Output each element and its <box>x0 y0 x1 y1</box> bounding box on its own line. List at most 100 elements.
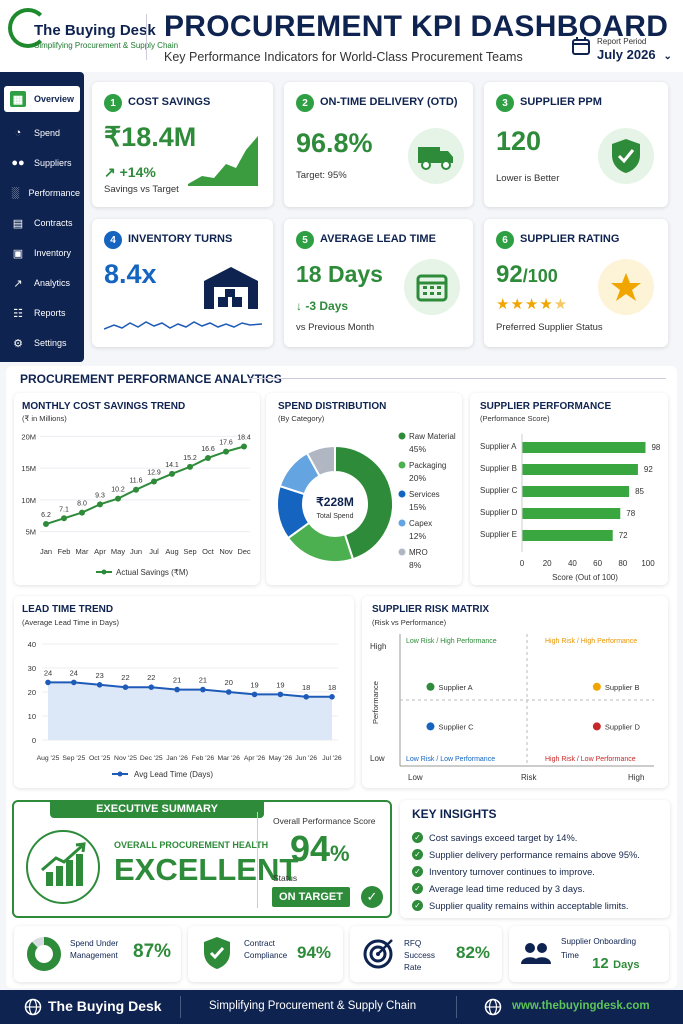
kpi-card-lead-time[interactable]: 5 AVERAGE LEAD TIME 18 Days ↓ -3 Days vs… <box>284 219 473 347</box>
kpi-card-supplier-ppm[interactable]: 3 SUPPLIER PPM 120 Lower is Better <box>484 82 668 207</box>
status-badge: ON TARGET <box>272 887 350 907</box>
mini-kpi-contract[interactable]: Contract Compliance 94% <box>188 926 343 982</box>
legend-value: 20% <box>409 473 426 483</box>
series-line <box>45 445 245 525</box>
arrow-up-icon: ↗ <box>104 164 116 180</box>
page-subtitle: Key Performance Indicators for World-Cla… <box>164 50 523 64</box>
mini-kpi-value: 94% <box>297 943 332 962</box>
x-tick-label: Jan '26 <box>166 755 188 762</box>
globe-icon <box>24 998 42 1016</box>
trend-area-icon <box>188 136 258 186</box>
header-divider <box>146 14 147 60</box>
users-icon <box>521 943 551 964</box>
chevron-down-icon: ⌄ <box>663 51 672 62</box>
data-label: 8.0 <box>77 501 87 508</box>
footer-divider <box>180 996 181 1018</box>
kpi-change-value: +14% <box>119 164 156 180</box>
sidebar-item-label: Inventory <box>34 248 72 258</box>
data-label: 22 <box>147 673 155 682</box>
bar <box>522 508 621 519</box>
legend-label: Capex <box>409 519 432 528</box>
kpi-card-inventory-turns[interactable]: 4 INVENTORY TURNS 8.4x <box>92 219 273 347</box>
document-icon: ▤ <box>12 217 24 230</box>
y-tick-label: 15M <box>21 464 36 473</box>
data-label: 9.3 <box>95 492 105 499</box>
sidebar-item-label: Overview <box>34 94 75 104</box>
x-tick-label: Nov <box>219 547 233 556</box>
data-point <box>151 478 157 485</box>
sidebar-item-label: Settings <box>34 338 67 348</box>
gear-icon: ⚙ <box>13 337 23 350</box>
bar-chart-icon: ░ <box>11 187 20 199</box>
data-point <box>45 679 51 686</box>
data-label: 24 <box>70 668 78 677</box>
arrow-down-icon: ↓ <box>296 299 302 313</box>
mini-kpi-spend-mgmt[interactable]: Spend Under Management 87% <box>14 926 181 982</box>
kpi-card-supplier-rating[interactable]: 6 SUPPLIER RATING 92/100 ★★★★★ Preferred… <box>484 219 668 347</box>
sidebar-item-label: Performance <box>28 188 80 198</box>
sidebar-item-reports[interactable]: ☷ Reports <box>4 300 80 326</box>
bar <box>522 464 638 475</box>
sidebar-item-label: Analytics <box>34 278 71 288</box>
list-item: ✓ Supplier quality remains within accepta… <box>412 897 662 914</box>
check-icon: ✓ <box>412 849 423 860</box>
kpi-value: 18 Days <box>296 261 383 287</box>
score-suffix: % <box>330 841 350 866</box>
chart-subtitle: (By Category) <box>278 414 325 423</box>
kpi-title: COST SAVINGS <box>128 96 211 108</box>
data-label: 18 <box>302 683 310 692</box>
data-label: 18 <box>328 683 336 692</box>
legend-marker <box>398 490 406 498</box>
sidebar-item-analytics[interactable]: ↗ Analytics <box>4 270 80 296</box>
check-icon: ✓ <box>412 883 423 894</box>
summary-divider <box>257 812 258 908</box>
legend-label: Actual Savings (₹M) <box>116 568 189 577</box>
x-tick-label: Feb '26 <box>192 755 215 762</box>
score-number: 94 <box>290 828 331 869</box>
kpi-title: ON-TIME DELIVERY (OTD) <box>320 96 458 108</box>
risk-point <box>592 722 601 731</box>
bar <box>522 486 630 497</box>
legend-marker <box>101 569 107 575</box>
data-label: 19 <box>276 680 284 689</box>
mini-kpi-rfq[interactable]: RFQ Success Rate 82% <box>350 926 502 982</box>
kpi-title: SUPPLIER RATING <box>520 233 620 245</box>
footer-url[interactable]: www.thebuyingdesk.com <box>512 1000 650 1012</box>
chart-title: LEAD TIME TREND <box>22 604 114 615</box>
sidebar-item-contracts[interactable]: ▤ Contracts <box>4 210 80 236</box>
pie-slice <box>334 444 394 561</box>
sidebar-item-overview[interactable]: ▦ Overview <box>4 86 80 112</box>
health-value: EXCELLENT <box>114 852 299 887</box>
data-point <box>205 454 211 461</box>
y-axis-label: Performance <box>371 681 380 724</box>
legend-label: MRO <box>409 548 428 557</box>
kpi-card-otd[interactable]: 2 ON-TIME DELIVERY (OTD) 96.8% Target: 9… <box>284 82 473 207</box>
sidebar-item-inventory[interactable]: ▣ Inventory <box>4 240 80 266</box>
data-label: 98 <box>651 443 660 452</box>
sidebar-item-settings[interactable]: ⚙ Settings <box>4 330 80 356</box>
bar <box>522 530 613 541</box>
kpi-number: 1 <box>104 94 122 112</box>
check-icon: ✓ <box>412 866 423 877</box>
list-item: ✓ Cost savings exceed target by 14%. <box>412 829 662 846</box>
quadrant-label: High Risk / Low Performance <box>545 756 636 763</box>
kpi-value: 92/100 <box>496 261 558 289</box>
growth-chart-icon <box>26 830 100 904</box>
sidebar-item-suppliers[interactable]: ●● Suppliers <box>4 150 80 176</box>
sidebar-item-spend[interactable]: ◔ Spend <box>4 120 80 146</box>
sidebar-item-performance[interactable]: ░ Performance <box>4 180 80 206</box>
legend-value: 15% <box>409 502 426 512</box>
mini-kpi-value: 87% <box>133 941 172 962</box>
legend-marker <box>398 548 406 556</box>
period-select[interactable]: July 2026 ⌄ <box>597 47 672 62</box>
calendar-grid-icon <box>404 259 460 315</box>
chart-title: SPEND DISTRIBUTION <box>278 401 387 412</box>
kpi-card-cost-savings[interactable]: 1 COST SAVINGS ₹18.4M ↗ +14% Savings vs … <box>92 82 273 207</box>
data-label: 78 <box>626 509 635 518</box>
kpi-value-suffix: /100 <box>522 266 558 286</box>
sidebar: ▦ Overview ◔ Spend ●● Suppliers ░ Performanc… <box>0 72 84 362</box>
sidebar-item-label: Reports <box>34 308 66 318</box>
mini-kpi-label: Contract Compliance <box>244 939 288 960</box>
mini-kpi-onboarding[interactable]: Supplier Onboarding Time 12 Days <box>509 926 669 982</box>
risk-point <box>426 682 435 691</box>
